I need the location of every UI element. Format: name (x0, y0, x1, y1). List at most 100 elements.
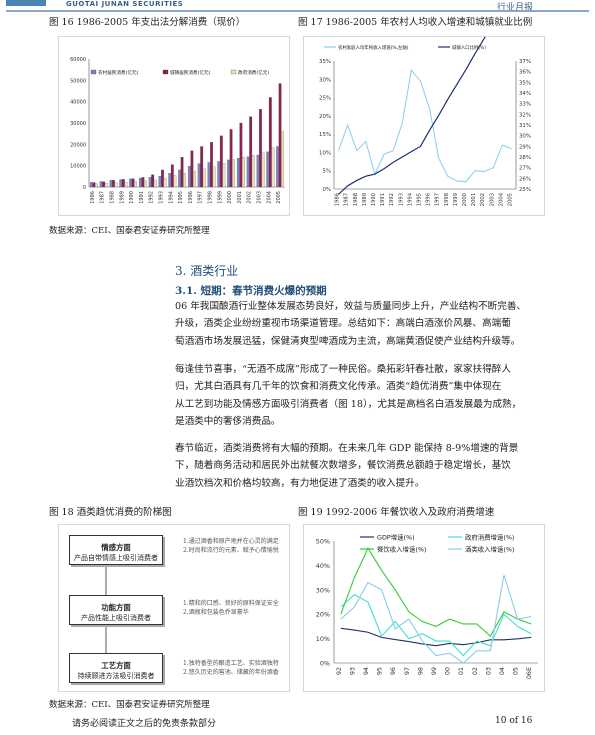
bar (249, 116, 253, 188)
y-tick-label: 30000 (70, 121, 86, 127)
x-tick-label: 1993 (398, 193, 404, 206)
x-tick-label: 1996 (188, 191, 194, 204)
fig19-chart: 0% 10% 20% 30% 40% 50% 92 93 94 95 96 97 98 99 00 01 02 0… (316, 533, 538, 679)
bar (276, 146, 279, 188)
bar (210, 142, 213, 188)
x-tick-label: 1988 (110, 191, 116, 204)
ladder-box-desc: 持续顾进方法吸引消费者 (77, 672, 155, 680)
bar (183, 173, 187, 188)
x-tick-label: 96 (389, 667, 397, 675)
bar (187, 165, 191, 188)
ladder-box-function: 功能方面 产品性能上吸引消费者 (69, 595, 163, 625)
footer-disclaimer: 请务必阅读正文之后的免责条款部分 (72, 719, 217, 729)
y-tick-label-left: 0% (322, 187, 331, 193)
ladder-note-line: 2.悠久历史的窖池、储藏的年份酒香 (183, 669, 279, 676)
bar (141, 177, 145, 188)
x-tick-label: 94 (362, 667, 370, 675)
bar (92, 182, 96, 188)
bar (131, 178, 135, 188)
series-line (340, 547, 532, 638)
bar (178, 169, 181, 188)
series-line (338, 68, 512, 183)
ladder-note-line: 2.酒瓶和包装色乔显豪华 (183, 609, 249, 616)
y-tick-label-right: 31% (519, 123, 531, 129)
company-name: GUOTAI JUNAN SECURITIES (66, 0, 184, 8)
series-line (338, 0, 511, 195)
y-tick-label-right: 35% (519, 80, 531, 86)
bar (190, 150, 194, 188)
x-tick-label: 1992 (389, 193, 395, 206)
x-tick-label: 2005 (276, 191, 282, 204)
ladder-box-desc: 产品性能上吸引消费者 (81, 614, 151, 622)
x-tick-label: 2004 (498, 192, 504, 206)
bar (259, 109, 262, 188)
x-tick-label: 1998 (208, 191, 214, 204)
bar (200, 146, 204, 188)
bar (227, 159, 230, 188)
bar (261, 152, 265, 188)
y-tick-label-right: 27% (519, 166, 531, 172)
bar (121, 179, 125, 188)
x-tick-label: 2004 (266, 191, 272, 204)
x-tick-label: 1997 (198, 191, 204, 204)
ladder-note-craft: 1.独特香型的酿造工艺、实验酒独特 2.悠久历史的窖池、储藏的年份酒香 (183, 659, 279, 677)
y-tick-label: 10% (316, 635, 330, 643)
ladder-note-line: 1.通过酒香和原产地并在心灵的满足 (183, 538, 279, 545)
y-tick-label-left: 25% (319, 96, 331, 102)
bar (281, 131, 285, 188)
bar (180, 157, 184, 188)
bar (207, 162, 211, 188)
legend-swatch (230, 69, 237, 75)
bar (197, 163, 201, 188)
legend-label: 城镇居民消费(亿元) (170, 69, 211, 76)
y-tick-label-right: 26% (519, 176, 531, 182)
bar (170, 164, 174, 188)
bar (119, 179, 123, 188)
y-tick-label-left: 30% (319, 77, 331, 83)
legend-label: 农村居民消费(亿元) (98, 69, 139, 76)
x-tick-label: 2000 (462, 193, 468, 206)
bar (202, 168, 206, 188)
x-tick-label: 1986 (335, 193, 341, 206)
ladder-note-emotion: 1.通过酒香和原产地并在心灵的满足 2.时尚和流行的元素、赋予心情愉悦 (183, 537, 279, 555)
x-tick-label: 95 (376, 667, 384, 675)
x-tick-label: 1990 (129, 191, 135, 204)
bar (222, 163, 226, 188)
x-tick-label: 1993 (159, 191, 165, 204)
bar (246, 156, 250, 188)
paragraph-line: 从工艺到功能及情感方面吸引消费者（图 18），尤其是高档名白酒发展最为成熟， (175, 398, 522, 410)
y-tick-label-right: 30% (519, 134, 531, 140)
x-tick-label: 00 (444, 667, 452, 675)
bar (212, 166, 216, 188)
x-tick-label: 1994 (407, 192, 413, 206)
bar (89, 182, 93, 188)
legend-label: 政府消费增速(%) (465, 533, 514, 542)
paragraph-1: 06 年我国酿酒行业整体发展态势良好，效益与质量同步上升，产业结构不断完善、 升… (175, 298, 526, 350)
x-tick-label: 1999 (453, 193, 459, 206)
bar (138, 177, 142, 188)
y-tick-label-left: 10% (319, 150, 331, 156)
paragraph-3: 春节临近，酒类消费将有大幅的预期。在未来几年 GDP 能保持 8-9%增速的背景… (175, 440, 518, 492)
y-tick-label: 20000 (70, 142, 86, 148)
x-tick-label: 2003 (489, 193, 495, 206)
y-tick-label-left: 35% (319, 59, 331, 65)
bar (112, 180, 115, 188)
y-tick-label-right: 32% (519, 112, 531, 118)
x-tick-label: 1997 (435, 193, 441, 206)
bar (251, 155, 255, 188)
bar (104, 183, 108, 188)
bar (129, 178, 132, 188)
bar (151, 174, 155, 188)
bar (124, 182, 128, 188)
fig17-title: 图 17 1986-2005 年农村人均收入增速和城镇就业比例 (298, 17, 533, 28)
bar (95, 183, 98, 188)
page-number: 10 of 16 (495, 716, 533, 726)
fig19-frame: 0% 10% 20% 30% 40% 50% 92 93 94 95 96 97 98 99 00 01 02 0… (303, 524, 545, 692)
bar (229, 129, 233, 188)
x-tick-label: 05 (512, 667, 520, 675)
x-tick-label: 1996 (426, 193, 432, 206)
y-tick-label: 10000 (70, 164, 86, 170)
bar (173, 175, 177, 188)
x-tick-label: 93 (348, 667, 356, 675)
ladder-note-line: 1.独特香型的酿造工艺、实验酒独特 (183, 660, 279, 667)
